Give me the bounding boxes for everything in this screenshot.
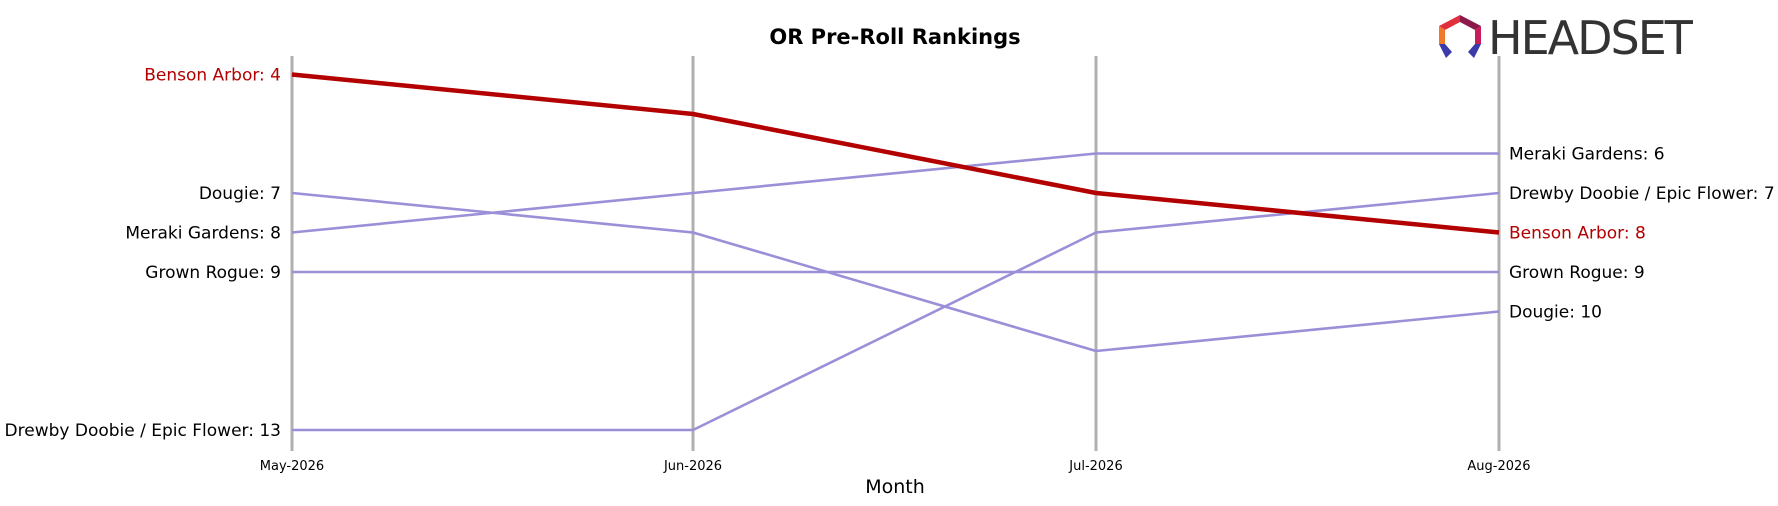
left-label-1: Dougie: 7 — [199, 184, 281, 204]
left-label-0: Benson Arbor: 4 — [144, 66, 281, 86]
left-label-2: Meraki Gardens: 8 — [125, 224, 281, 244]
headset-hexagon-logo-icon — [1439, 15, 1481, 58]
left-label-4: Drewby Doobie / Epic Flower: 13 — [5, 421, 281, 441]
chart-title: OR Pre-Roll Rankings — [769, 25, 1020, 49]
left-label-3: Grown Rogue: 9 — [145, 263, 281, 283]
right-label-4: Dougie: 10 — [1509, 303, 1602, 323]
left-series-labels: Benson Arbor: 4 Dougie: 7 Meraki Gardens: … — [5, 66, 281, 442]
right-label-0: Meraki Gardens: 6 — [1509, 145, 1665, 165]
right-label-1: Drewby Doobie / Epic Flower: 7 — [1509, 184, 1775, 204]
x-tick-aug-2026: Aug-2026 — [1467, 459, 1530, 474]
x-tick-jul-2026: Jul-2026 — [1068, 459, 1122, 474]
right-series-labels: Meraki Gardens: 6 Drewby Doobie / Epic Fl… — [1509, 145, 1775, 323]
series-line-dougie — [291, 191, 1500, 353]
series-line-benson-arbor — [291, 72, 1500, 235]
right-label-3: Grown Rogue: 9 — [1509, 263, 1645, 283]
series-line-meraki-gardens — [291, 152, 1499, 234]
x-axis-label: Month — [865, 476, 925, 498]
logo-wordmark: HEADSET — [1488, 11, 1694, 65]
headset-logo: HEADSET — [1439, 11, 1696, 65]
x-tick-jun-2026: Jun-2026 — [663, 459, 722, 474]
right-label-2: Benson Arbor: 8 — [1509, 224, 1646, 244]
x-tick-may-2026: May-2026 — [260, 459, 324, 474]
month-gridlines — [290, 56, 1501, 451]
series-lines — [291, 72, 1500, 432]
series-line-drewby-doobie-epic-flower — [292, 191, 1500, 432]
x-tick-labels: May-2026 Jun-2026 Jul-2026 Aug-2026 — [260, 459, 1531, 474]
